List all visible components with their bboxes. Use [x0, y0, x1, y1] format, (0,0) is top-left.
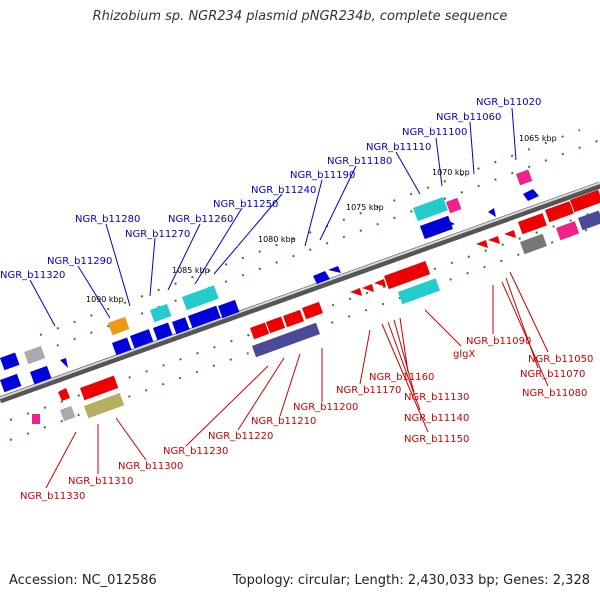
gene-block — [518, 213, 547, 235]
gene-label: NGR_b11050 — [528, 354, 593, 365]
gene-block — [252, 322, 321, 358]
gene-block — [523, 189, 539, 201]
gene-block — [328, 266, 341, 273]
gene-block — [187, 305, 221, 329]
gene-label: NGR_b11080 — [522, 388, 587, 399]
gene-label: NGR_b11140 — [404, 413, 469, 424]
gene-block — [476, 240, 488, 248]
gene-block — [488, 208, 496, 217]
kbp-label: 1075 kbp — [346, 203, 384, 212]
gene-label: NGR_b11110 — [366, 142, 431, 153]
gene-block — [108, 316, 130, 336]
gene-label: NGR_b11270 — [125, 229, 190, 240]
gene-block — [84, 393, 125, 419]
gene-block — [24, 345, 46, 365]
gene-block — [0, 352, 20, 371]
gene-block — [58, 388, 70, 401]
gene-label: NGR_b11200 — [293, 402, 358, 413]
gene-block — [488, 236, 500, 244]
gene-block — [545, 201, 574, 223]
gene-label: NGR_b11260 — [168, 214, 233, 225]
gene-label: NGR_b11150 — [404, 434, 469, 445]
upper-leader-lines — [29, 107, 517, 327]
gene-block — [181, 285, 219, 311]
gene-label: NGR_b11330 — [20, 491, 85, 502]
sequence-backbone — [0, 181, 600, 404]
gene-block — [570, 189, 600, 213]
gene-block — [266, 316, 286, 334]
gene-label: NGR_b11300 — [118, 461, 183, 472]
gene-block — [446, 197, 462, 214]
map-title: Rhizobium sp. NGR234 plasmid pNGR234b, c… — [92, 9, 508, 24]
gene-block — [578, 210, 600, 231]
gene-label: NGR_b11160 — [369, 372, 434, 383]
topology-text: Topology: circular; Length: 2,430,033 bp… — [232, 573, 590, 588]
gene-block — [420, 215, 453, 240]
gene-block — [149, 303, 172, 323]
gene-block — [0, 373, 22, 393]
gene-label: NGR_b11210 — [251, 416, 316, 427]
gene-label: NGR_b11190 — [290, 170, 355, 181]
lower-gene-labels: NGR_b11090 glgX NGR_b11050 NGR_b11070 NG… — [20, 336, 593, 502]
gene-label: NGR_b11310 — [68, 476, 133, 487]
gene-block — [384, 260, 431, 290]
gene-label: NGR_b11320 — [0, 270, 65, 281]
gene-label: NGR_b11070 — [520, 369, 585, 380]
gene-block — [172, 317, 190, 335]
gene-label: NGR_b11230 — [163, 446, 228, 457]
gene-label: NGR_b11290 — [47, 256, 112, 267]
gene-block — [250, 322, 270, 340]
gene-block — [282, 309, 305, 328]
kbp-label: 1085 kbp — [172, 266, 210, 275]
gene-block — [516, 169, 533, 186]
gene-block — [302, 301, 324, 320]
gene-block — [112, 337, 132, 356]
kbp-label: 1065 kbp — [519, 134, 557, 143]
kbp-scale: 1065 kbp 1070 kbp 1075 kbp 1080 kbp 1085… — [86, 134, 557, 304]
dotted-tracks — [9, 129, 600, 441]
gene-block — [504, 230, 516, 238]
gene-label: NGR_b11100 — [402, 127, 467, 138]
gene-block — [313, 271, 330, 284]
gene-block — [30, 365, 52, 385]
gene-block — [59, 405, 76, 422]
kbp-label: 1070 kbp — [432, 168, 470, 177]
gene-label: NGR_b11090 — [466, 336, 531, 347]
kbp-label: 1080 kbp — [258, 235, 296, 244]
gene-label: NGR_b11180 — [327, 156, 392, 167]
gene-label: NGR_b11060 — [436, 112, 501, 123]
gene-block — [350, 288, 362, 296]
accession-text: Accession: NC_012586 — [9, 573, 157, 588]
gene-label: NGR_b11240 — [251, 185, 316, 196]
gene-label: glgX — [453, 349, 475, 360]
gene-block — [129, 329, 154, 349]
gene-label: NGR_b11020 — [476, 97, 541, 108]
gene-block — [374, 279, 386, 287]
gene-block — [397, 278, 441, 305]
upper-gene-labels: NGR_b11020 NGR_b11060 NGR_b11100 NGR_b11… — [0, 97, 541, 281]
gene-label: NGR_b11280 — [75, 214, 140, 225]
gene-label: NGR_b11250 — [213, 199, 278, 210]
gene-label: NGR_b11130 — [404, 392, 469, 403]
lower-leader-lines — [45, 271, 549, 489]
gene-block — [413, 197, 448, 222]
gene-block — [153, 322, 173, 341]
gene-label: NGR_b11170 — [336, 385, 401, 396]
gene-block — [60, 358, 68, 368]
upper-strand-genes — [0, 169, 539, 393]
gene-block — [217, 299, 240, 319]
gene-block — [520, 233, 547, 255]
gene-label: NGR_b11220 — [208, 431, 273, 442]
gene-block — [556, 221, 580, 241]
gene-block — [32, 414, 40, 424]
lower-strand-genes — [32, 189, 600, 424]
gene-block — [80, 375, 119, 401]
kbp-label: 1090 kbp — [86, 295, 124, 304]
gene-block — [362, 284, 374, 292]
